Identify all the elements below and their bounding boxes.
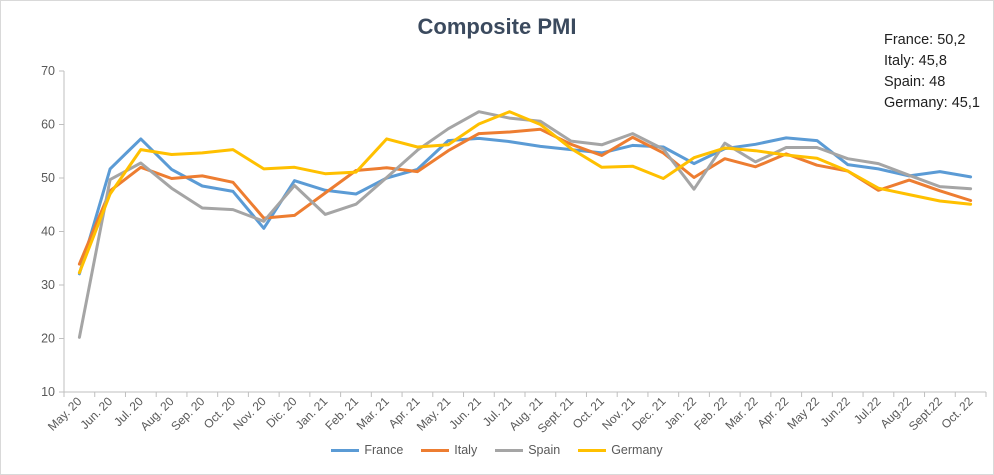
- series-line-germany: [77, 110, 973, 275]
- legend-swatch-italy: [421, 448, 450, 452]
- legend-item-spain: Spain: [495, 443, 560, 457]
- legend-label: Italy: [454, 443, 478, 457]
- series-line-france: [77, 136, 973, 276]
- legend-item-italy: Italy: [421, 443, 477, 457]
- x-tick-label: Sep. 20: [168, 394, 207, 433]
- x-tick-label: Dec. 21: [629, 394, 668, 433]
- y-tick-label: 50: [41, 171, 55, 185]
- x-tick-label: Feb. 21: [322, 394, 361, 433]
- legend-swatch-spain: [495, 448, 524, 452]
- latest-values-annotation: France: 50,2 Italy: 45,8 Spain: 48 Germa…: [884, 30, 980, 114]
- legend-label: France: [364, 443, 404, 457]
- x-tick-label: Nov. 20: [230, 394, 269, 433]
- legend-item-germany: Germany: [578, 443, 663, 457]
- x-tick-label: Mar. 21: [354, 394, 392, 432]
- legend-label: Germany: [611, 443, 663, 457]
- y-tick-label: 30: [41, 278, 55, 292]
- x-tick-label: May. 20: [45, 394, 85, 434]
- x-tick-label: Jun. 20: [77, 394, 115, 432]
- x-tick-label: Feb. 22: [691, 394, 730, 433]
- legend-swatch-germany: [578, 448, 607, 452]
- legend-label: Spain: [528, 443, 561, 457]
- annotation-germany: Germany: 45,1: [884, 95, 980, 111]
- annotation-spain: Spain: 48: [884, 74, 946, 90]
- x-tick-label: Jun. 21: [446, 394, 484, 432]
- annotation-france: France: 50,2: [884, 32, 966, 48]
- legend-swatch-france: [331, 448, 360, 452]
- x-tick-label: Oct. 22: [938, 394, 975, 431]
- legend-item-france: France: [331, 443, 403, 457]
- y-tick-label: 20: [41, 332, 55, 346]
- series-lines: [77, 110, 973, 339]
- x-tick-label: Sept.22: [906, 394, 945, 433]
- x-tick-label: May 22: [784, 394, 822, 432]
- y-tick-label: 70: [41, 64, 55, 78]
- y-tick-label: 10: [41, 385, 55, 399]
- chart-title: Composite PMI: [417, 14, 577, 39]
- series-line-spain: [77, 110, 973, 339]
- x-tick-label: May. 21: [414, 394, 454, 434]
- x-tick-label: Mar. 22: [722, 394, 760, 432]
- y-tick-label: 60: [41, 118, 55, 132]
- series-line-italy: [77, 127, 973, 266]
- legend: France Italy Spain Germany: [0, 443, 994, 457]
- x-tick-label: Jun.22: [817, 394, 853, 430]
- y-tick-label: 40: [41, 225, 55, 239]
- annotation-italy: Italy: 45,8: [884, 53, 947, 69]
- x-tick-label: Apr. 22: [755, 394, 792, 431]
